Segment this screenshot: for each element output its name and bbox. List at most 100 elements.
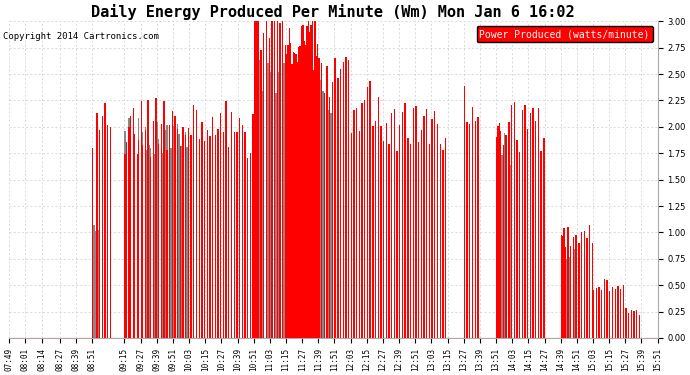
- Bar: [142, 145, 144, 338]
- Bar: [271, 21, 273, 338]
- Bar: [331, 112, 332, 338]
- Bar: [428, 144, 430, 338]
- Bar: [275, 93, 277, 338]
- Bar: [209, 136, 210, 338]
- Bar: [434, 111, 435, 338]
- Bar: [126, 141, 127, 338]
- Bar: [574, 249, 575, 338]
- Bar: [278, 72, 279, 338]
- Bar: [188, 128, 189, 338]
- Bar: [306, 26, 308, 338]
- Bar: [563, 228, 564, 338]
- Bar: [141, 124, 142, 338]
- Bar: [543, 138, 544, 338]
- Bar: [639, 315, 640, 338]
- Bar: [377, 97, 379, 338]
- Bar: [247, 159, 248, 338]
- Bar: [96, 236, 97, 338]
- Bar: [437, 124, 438, 338]
- Bar: [150, 148, 151, 338]
- Bar: [469, 124, 471, 338]
- Bar: [263, 33, 264, 338]
- Bar: [362, 104, 363, 338]
- Bar: [282, 21, 284, 338]
- Bar: [104, 103, 106, 338]
- Bar: [152, 134, 154, 338]
- Bar: [564, 247, 566, 338]
- Bar: [345, 57, 346, 338]
- Bar: [402, 112, 403, 338]
- Bar: [286, 54, 287, 338]
- Bar: [217, 129, 219, 338]
- Bar: [319, 80, 321, 338]
- Bar: [255, 77, 257, 338]
- Bar: [253, 114, 254, 338]
- Bar: [226, 101, 227, 338]
- Bar: [96, 113, 97, 338]
- Bar: [193, 105, 195, 338]
- Bar: [506, 142, 507, 338]
- Bar: [270, 72, 271, 338]
- Bar: [497, 153, 499, 338]
- Bar: [128, 118, 130, 338]
- Bar: [274, 21, 275, 338]
- Bar: [169, 132, 170, 338]
- Bar: [142, 132, 144, 338]
- Bar: [564, 255, 566, 338]
- Legend: Power Produced (watts/minute): Power Produced (watts/minute): [477, 26, 653, 42]
- Bar: [595, 288, 597, 338]
- Bar: [527, 129, 529, 338]
- Bar: [132, 141, 134, 338]
- Bar: [569, 257, 570, 338]
- Bar: [415, 106, 417, 338]
- Bar: [93, 225, 95, 338]
- Bar: [173, 126, 175, 338]
- Bar: [356, 108, 357, 338]
- Bar: [161, 140, 162, 338]
- Bar: [508, 154, 509, 338]
- Bar: [182, 137, 184, 338]
- Bar: [294, 53, 295, 338]
- Bar: [199, 139, 200, 338]
- Bar: [566, 259, 567, 338]
- Bar: [201, 122, 203, 338]
- Bar: [287, 45, 288, 338]
- Bar: [155, 98, 157, 338]
- Bar: [445, 138, 446, 338]
- Bar: [625, 308, 627, 338]
- Bar: [477, 117, 479, 338]
- Bar: [496, 153, 497, 338]
- Bar: [562, 246, 563, 338]
- Bar: [304, 41, 305, 338]
- Bar: [312, 21, 313, 338]
- Bar: [262, 91, 263, 338]
- Bar: [367, 87, 368, 338]
- Bar: [293, 52, 294, 338]
- Bar: [570, 246, 571, 338]
- Bar: [340, 69, 342, 338]
- Bar: [369, 81, 371, 338]
- Bar: [250, 153, 251, 338]
- Bar: [502, 154, 503, 338]
- Bar: [540, 151, 542, 338]
- Bar: [165, 130, 166, 338]
- Bar: [335, 58, 336, 338]
- Bar: [258, 57, 259, 338]
- Bar: [386, 123, 387, 338]
- Bar: [516, 140, 518, 338]
- Bar: [604, 279, 605, 338]
- Bar: [220, 113, 221, 338]
- Bar: [562, 237, 563, 338]
- Bar: [266, 21, 267, 338]
- Bar: [601, 290, 602, 338]
- Bar: [584, 231, 585, 338]
- Bar: [504, 133, 506, 338]
- Bar: [101, 116, 103, 338]
- Bar: [285, 45, 286, 338]
- Bar: [175, 116, 176, 338]
- Bar: [297, 62, 298, 338]
- Bar: [185, 132, 186, 338]
- Bar: [506, 135, 507, 338]
- Bar: [145, 127, 146, 338]
- Bar: [231, 112, 232, 338]
